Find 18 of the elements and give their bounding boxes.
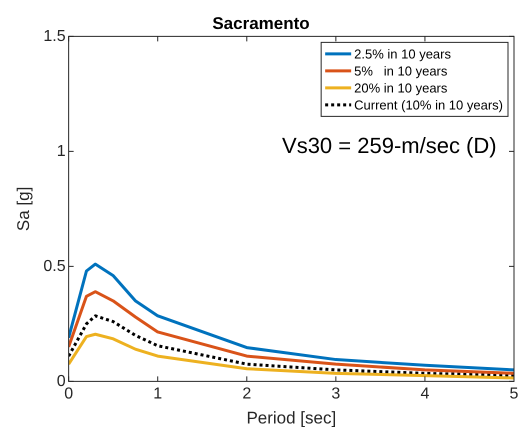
line-series (68, 314, 514, 378)
x-tick-label: 5 (510, 385, 519, 402)
x-tick-label: 4 (420, 385, 430, 402)
legend-label: 2.5% in 10 years (354, 46, 452, 62)
y-tick-label: 0.5 (43, 258, 66, 275)
x-axis-title: Period [sec] (246, 408, 336, 428)
y-tick-label: 0 (56, 372, 66, 390)
legend-label: Current (10% in 10 years) (354, 97, 504, 112)
annotation: Vs30 = 259-m/sec (D) (282, 132, 497, 158)
legend-label: 5% in 10 years (354, 63, 448, 78)
y-axis-title: Sa [g] (14, 186, 33, 232)
chart-title: Sacramento (212, 14, 310, 33)
y-tick-label: 1.5 (43, 28, 66, 45)
y-tick-label: 1 (56, 142, 66, 160)
x-tick-label: 1 (153, 385, 162, 402)
x-tick-label: 2 (242, 385, 252, 402)
legend-label: 20% in 10 years (354, 80, 448, 96)
x-tick-label: 3 (331, 385, 340, 402)
